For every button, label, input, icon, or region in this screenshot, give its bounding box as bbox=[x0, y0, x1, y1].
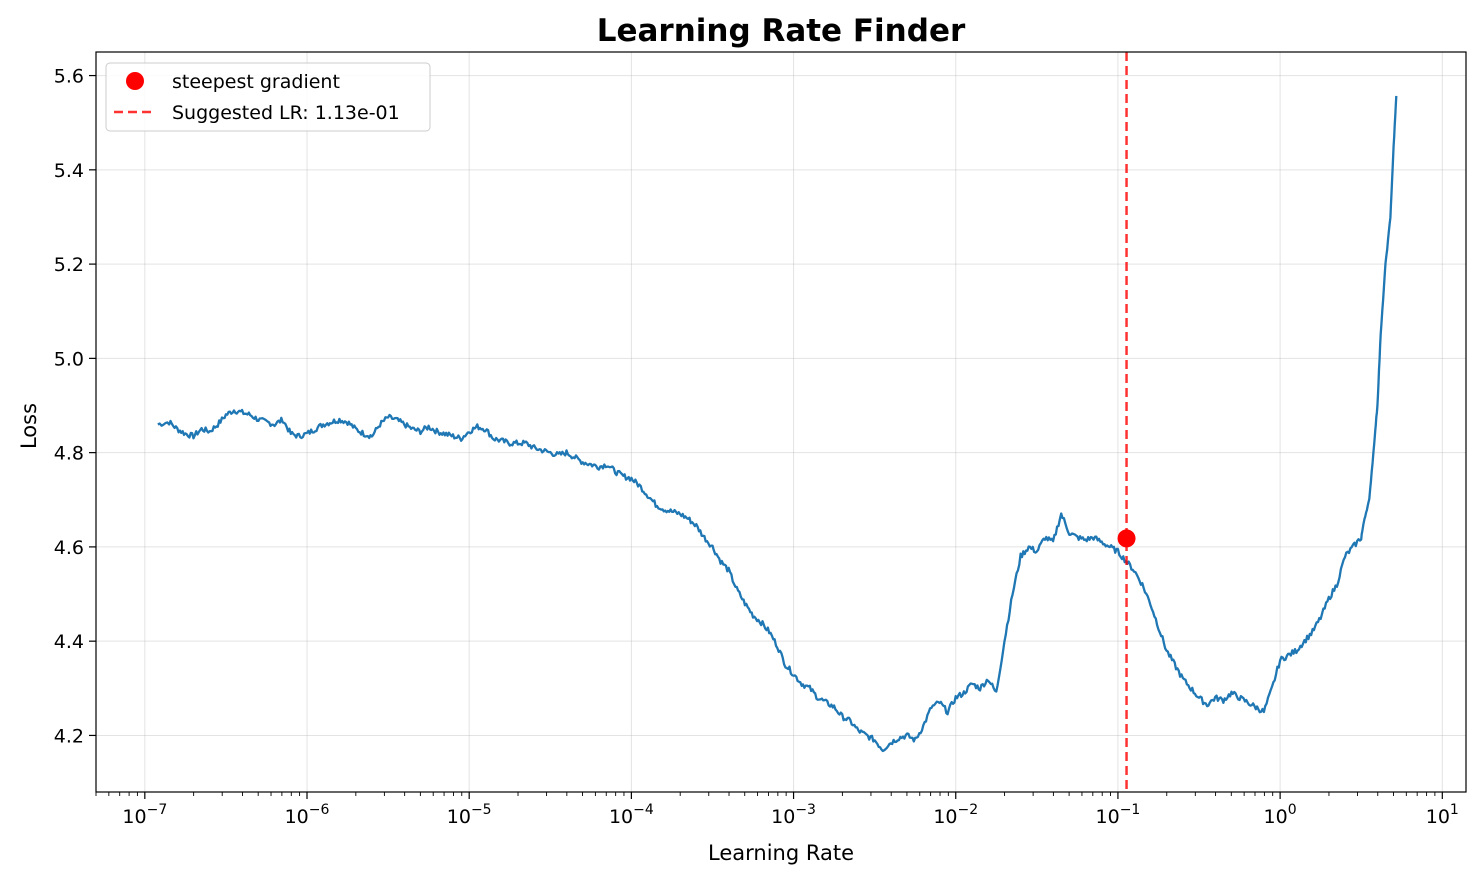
loss-curve bbox=[157, 95, 1398, 753]
x-tick-label: 10−6 bbox=[285, 802, 330, 828]
legend-marker-symbol bbox=[126, 72, 144, 90]
y-tick-label: 5.2 bbox=[54, 254, 84, 276]
legend: steepest gradient Suggested LR: 1.13e-01 bbox=[105, 62, 431, 132]
y-tick-label: 4.4 bbox=[54, 631, 84, 653]
x-tick-label: 10−2 bbox=[933, 802, 978, 828]
x-tick-label: 10−7 bbox=[122, 802, 167, 828]
chart-title: Learning Rate Finder bbox=[597, 13, 966, 49]
y-ticks: 4.2 4.4 4.6 4.8 5.0 5.2 5.4 5.6 bbox=[54, 66, 96, 747]
plot-area bbox=[157, 52, 1398, 792]
x-tick-label: 101 bbox=[1426, 802, 1459, 828]
x-tick-label: 10−3 bbox=[771, 802, 816, 828]
y-tick-label: 4.6 bbox=[54, 537, 84, 559]
x-axis-label: Learning Rate bbox=[708, 841, 854, 865]
x-tick-label: 10−5 bbox=[447, 802, 492, 828]
y-tick-label: 5.0 bbox=[54, 348, 84, 370]
y-tick-label: 5.4 bbox=[54, 160, 84, 182]
steepest-gradient-marker bbox=[1117, 529, 1136, 548]
x-tick-label: 100 bbox=[1264, 802, 1297, 828]
y-axis-label: Loss bbox=[17, 403, 41, 449]
grid-lines bbox=[96, 52, 1466, 792]
y-tick-label: 4.2 bbox=[54, 725, 84, 747]
legend-line-label: Suggested LR: 1.13e-01 bbox=[172, 102, 400, 124]
x-tick-label: 10−4 bbox=[609, 802, 654, 828]
legend-marker-label: steepest gradient bbox=[172, 71, 340, 93]
y-tick-label: 4.8 bbox=[54, 443, 84, 465]
x-ticks: 10−7 10−6 10−5 10−4 10−3 10−2 10−1 100 101 bbox=[95, 792, 1459, 828]
x-tick-label: 10−1 bbox=[1096, 802, 1141, 828]
y-tick-label: 5.6 bbox=[54, 66, 84, 88]
plot-frame bbox=[95, 51, 1467, 793]
legend-box bbox=[105, 62, 431, 132]
